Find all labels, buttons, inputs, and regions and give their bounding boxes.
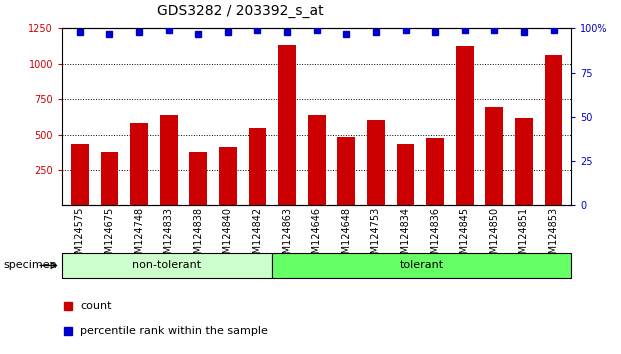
Bar	[486, 107, 503, 205]
Text: tolerant: tolerant	[399, 261, 443, 270]
Text: percentile rank within the sample: percentile rank within the sample	[81, 326, 268, 336]
Bar	[189, 152, 207, 205]
Bar	[248, 128, 266, 205]
Text: GDS3282 / 203392_s_at: GDS3282 / 203392_s_at	[157, 4, 324, 18]
Text: non-tolerant: non-tolerant	[132, 261, 201, 270]
Bar	[367, 120, 385, 205]
Bar	[545, 55, 563, 205]
Bar	[130, 123, 148, 205]
Bar	[308, 115, 325, 205]
Bar	[456, 46, 474, 205]
Bar	[160, 115, 178, 205]
Bar	[426, 138, 444, 205]
Bar	[397, 144, 414, 205]
Bar	[337, 137, 355, 205]
Bar	[219, 147, 237, 205]
Text: specimen: specimen	[3, 261, 57, 270]
Bar	[515, 118, 533, 205]
Bar	[272, 253, 571, 278]
Bar	[101, 152, 119, 205]
Bar	[62, 253, 272, 278]
Text: count: count	[81, 301, 112, 311]
Bar	[278, 45, 296, 205]
Bar	[71, 144, 89, 205]
